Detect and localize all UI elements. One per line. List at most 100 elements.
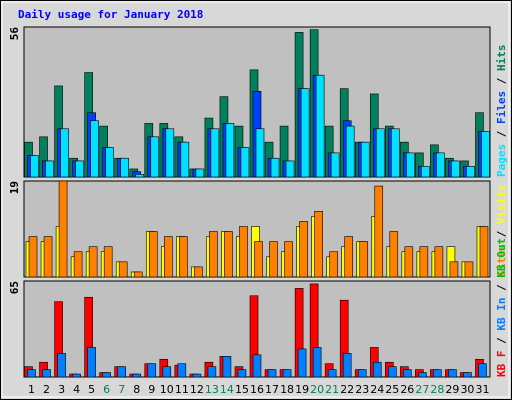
x-tick-label: 30 <box>460 383 474 396</box>
bar <box>387 366 397 378</box>
legend-separator: / <box>495 124 508 144</box>
y-max-label: 19 <box>8 181 21 194</box>
bar <box>177 363 187 378</box>
x-tick-label: 4 <box>73 383 80 396</box>
bar <box>132 373 142 378</box>
bar <box>73 251 83 278</box>
legend-separator: / <box>495 331 508 351</box>
bar <box>389 231 399 278</box>
bar <box>148 231 158 278</box>
bar <box>312 347 322 378</box>
bar <box>464 261 474 278</box>
bar <box>419 246 429 278</box>
bar <box>449 261 459 278</box>
x-tick-label: 7 <box>118 383 125 396</box>
legend-entry: Visits <box>495 184 508 224</box>
bar <box>255 128 265 178</box>
bar <box>210 128 220 178</box>
bar <box>285 160 295 178</box>
bar <box>421 165 430 178</box>
bar <box>209 231 218 278</box>
legend-separator: / <box>495 278 508 298</box>
bar <box>330 152 340 178</box>
bar <box>300 88 310 178</box>
bar <box>72 373 81 378</box>
bar <box>327 369 337 378</box>
legend: KB F / KB In / KB Out <box>495 238 508 377</box>
bar <box>360 141 370 178</box>
x-tick-label: 17 <box>265 383 279 396</box>
x-tick-label: 11 <box>175 383 189 396</box>
legend-entry: KB F <box>495 351 508 378</box>
x-tick-label: 2 <box>43 383 50 396</box>
x-tick-label: 12 <box>190 383 204 396</box>
bar <box>58 180 68 278</box>
bar <box>147 363 157 378</box>
bar <box>57 353 66 378</box>
x-tick-label: 18 <box>280 383 294 396</box>
legend-entry: Files <box>495 91 508 124</box>
bar <box>404 246 414 278</box>
bar <box>225 123 235 178</box>
legend-entry: KB Out <box>495 238 508 278</box>
bar <box>372 361 382 378</box>
x-tick-label: 23 <box>355 383 369 396</box>
bar <box>60 128 69 178</box>
x-tick-label: 16 <box>250 383 264 396</box>
bar <box>179 236 188 278</box>
bar <box>359 241 369 278</box>
bar <box>117 366 127 378</box>
x-tick-label: 29 <box>445 383 459 396</box>
bar <box>43 236 53 278</box>
bar <box>162 366 172 378</box>
bar <box>207 366 217 378</box>
bar <box>434 246 444 278</box>
legend-separator: / <box>495 71 508 91</box>
x-tick-label: 24 <box>370 383 384 396</box>
bar <box>87 347 96 378</box>
bar <box>342 353 352 378</box>
bar <box>479 226 489 278</box>
bar <box>406 152 415 178</box>
chart-title: Daily usage for January 2018 <box>18 8 203 21</box>
bar <box>222 356 232 378</box>
bar <box>27 369 36 378</box>
bar <box>270 157 280 178</box>
bar <box>269 241 278 278</box>
bar <box>254 241 263 278</box>
x-tick-label: 6 <box>103 383 110 396</box>
bar <box>240 147 250 178</box>
bar <box>239 226 248 278</box>
bar <box>133 271 143 278</box>
x-tick-label: 22 <box>340 383 354 396</box>
bar <box>433 369 442 378</box>
bar <box>164 236 173 278</box>
bar <box>224 231 233 278</box>
bar <box>135 174 145 178</box>
bar <box>374 185 384 278</box>
bar <box>448 369 457 378</box>
bar <box>165 128 175 178</box>
bar <box>403 369 412 378</box>
bar <box>150 136 160 178</box>
bar <box>180 141 190 178</box>
x-tick-label: 31 <box>475 383 489 396</box>
bar <box>481 131 490 178</box>
bar <box>357 369 367 378</box>
x-tick-label: 9 <box>148 383 155 396</box>
x-tick-label: 26 <box>400 383 414 396</box>
x-tick-label: 28 <box>430 383 444 396</box>
x-tick-label: 13 <box>205 383 219 396</box>
bar <box>194 266 203 278</box>
bar <box>42 369 51 378</box>
bar <box>118 261 128 278</box>
x-tick-label: 25 <box>385 383 399 396</box>
x-tick-label: 27 <box>415 383 429 396</box>
legend: Pages / Files / Hits <box>495 45 508 178</box>
x-tick-label: 8 <box>133 383 140 396</box>
bar <box>390 128 400 178</box>
x-tick-label: 10 <box>160 383 174 396</box>
x-tick-label: 5 <box>88 383 95 396</box>
